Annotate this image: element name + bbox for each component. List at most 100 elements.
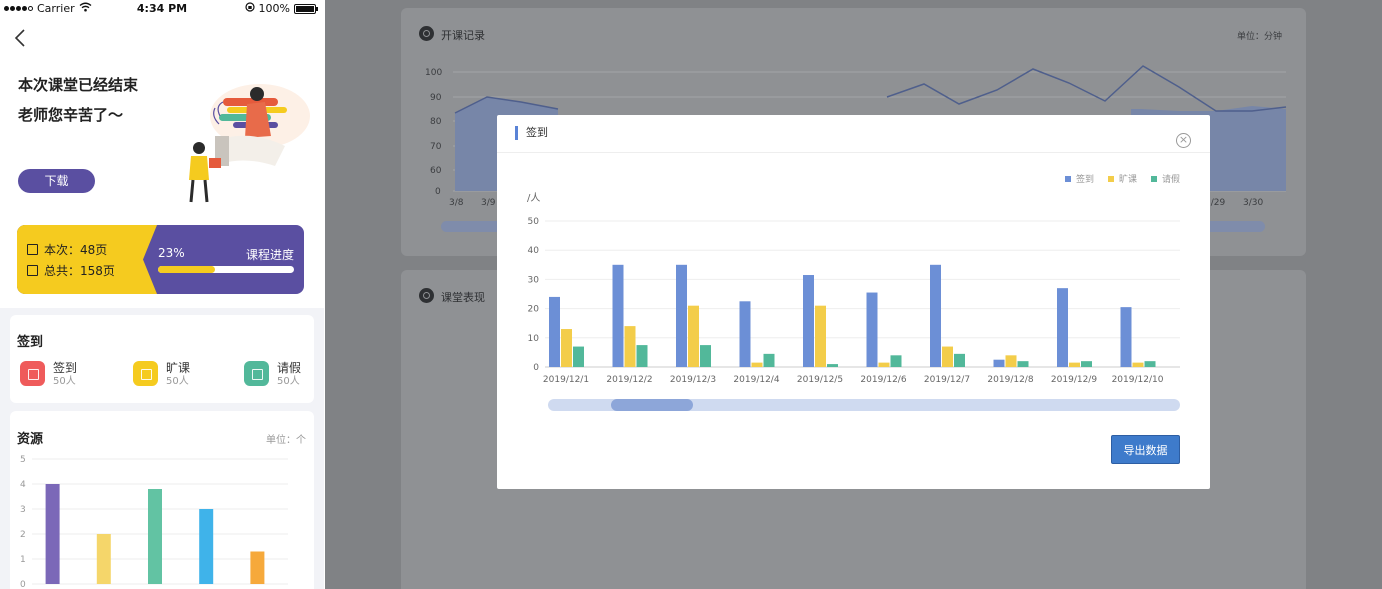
legend-label: 签到: [1075, 175, 1094, 185]
resource-bar[interactable]: [148, 489, 162, 584]
progress-label: 课程进度: [245, 248, 294, 262]
close-icon[interactable]: ×: [1176, 133, 1191, 148]
bar-absent[interactable]: [1069, 362, 1080, 367]
modal-header: 签到: [497, 115, 1210, 153]
attendance-item-leave[interactable]: 请假 50人: [244, 361, 301, 389]
y-tick-label: 4: [20, 480, 26, 490]
exit-icon: [27, 244, 38, 255]
bar-absent[interactable]: [624, 326, 636, 367]
x-tick-label: 2019/12/9: [1051, 375, 1097, 385]
y-tick-label: 1: [20, 555, 26, 565]
y-axis-label: /人: [527, 192, 540, 204]
bar-checkin[interactable]: [803, 275, 814, 367]
performance-icon: [419, 288, 434, 303]
course-progress-card: 本次：48页 总共：158页 23% 课程进度: [17, 225, 304, 294]
export-data-button[interactable]: 导出数据: [1111, 435, 1180, 464]
legend-item-leave[interactable]: 请假: [1150, 172, 1180, 185]
current-pages-text: 本次：48页: [44, 243, 108, 257]
bar-checkin[interactable]: [930, 264, 941, 367]
attendance-item-count: 50人: [277, 376, 300, 387]
legend-label: 请假: [1161, 175, 1180, 185]
attendance-item-label: 旷课: [166, 361, 191, 375]
resource-bar[interactable]: [45, 484, 60, 584]
legend-item-absent[interactable]: 旷课: [1107, 172, 1137, 185]
hero-title-line1: 本次课堂已经结束: [18, 76, 139, 94]
resources-bar-chart: 0 1 2 3 4 5: [20, 455, 288, 589]
x-tick-label: 2019/12/10: [1112, 375, 1164, 385]
bar-absent[interactable]: [1005, 355, 1017, 367]
resource-bar[interactable]: [250, 551, 265, 585]
bar-checkin[interactable]: [993, 359, 1005, 367]
bar-leave[interactable]: [1081, 361, 1092, 367]
svg-text:3/30: 3/30: [1243, 198, 1263, 208]
progress-percent: 23%: [158, 246, 185, 260]
signal-icon: [4, 6, 33, 11]
x-tick-label: 2019/12/8: [987, 375, 1033, 385]
bar-checkin[interactable]: [549, 296, 560, 367]
y-tick-label: 0: [533, 363, 539, 373]
attendance-item-label: 请假: [277, 361, 302, 375]
x-tick-label: 2019/12/5: [797, 375, 843, 385]
bar-absent[interactable]: [1132, 362, 1144, 367]
svg-text:60: 60: [430, 166, 442, 176]
bar-leave[interactable]: [1144, 361, 1156, 367]
attendance-item-checkin[interactable]: 签到 50人: [20, 361, 77, 389]
bar-leave[interactable]: [573, 346, 584, 367]
y-tick-label: 10: [528, 334, 540, 344]
battery-icon: [294, 3, 318, 14]
bar-absent[interactable]: [688, 305, 699, 367]
attendance-item-absent[interactable]: 旷课 50人: [133, 361, 190, 389]
total-pages: 总共：158页: [27, 262, 115, 279]
legend-label: 旷课: [1118, 175, 1137, 185]
resource-bar[interactable]: [96, 534, 111, 584]
progress-bar-fill: [158, 266, 216, 273]
bar-checkin[interactable]: [1120, 307, 1132, 367]
svg-text:90: 90: [430, 93, 442, 103]
bar-absent[interactable]: [942, 346, 953, 367]
bar-leave[interactable]: [890, 355, 902, 367]
bar-absent[interactable]: [815, 305, 826, 367]
bar-absent[interactable]: [878, 362, 890, 367]
attendance-card: 签到 签到 50人 旷课 50人 请假 50人: [10, 315, 314, 403]
y-tick-label: 2: [20, 530, 26, 540]
download-button[interactable]: 下载: [18, 169, 95, 193]
bar-checkin[interactable]: [612, 264, 624, 367]
orientation-lock-icon: [244, 2, 255, 15]
x-tick-label: 2019/12/7: [924, 375, 970, 385]
bar-leave[interactable]: [636, 345, 648, 367]
back-icon[interactable]: [14, 28, 26, 52]
teacher-illustration: [175, 76, 315, 206]
legend-item-checkin[interactable]: 签到: [1064, 172, 1094, 185]
bar-leave[interactable]: [700, 345, 711, 367]
bar-checkin[interactable]: [676, 264, 687, 367]
battery-label: 100%: [258, 2, 290, 15]
svg-text:3/29: 3/29: [1205, 198, 1225, 208]
mobile-screen: Carrier 4:34 PM 100% 本次课堂已经结束 老师您辛苦了～ 下载: [0, 0, 324, 589]
bar-leave[interactable]: [1017, 361, 1029, 367]
x-tick-label: 2019/12/1: [543, 375, 589, 385]
bar-checkin[interactable]: [866, 292, 878, 367]
class-record-unit: 单位：分钟: [1236, 32, 1282, 42]
bar-leave[interactable]: [763, 353, 775, 367]
chart-legend: 签到 旷课 请假: [1064, 172, 1180, 185]
bar-leave[interactable]: [827, 364, 838, 367]
carrier-info: Carrier: [4, 2, 92, 15]
resource-bar[interactable]: [199, 509, 214, 584]
status-bar: Carrier 4:34 PM 100%: [0, 0, 324, 18]
checkin-modal: 签到 × 签到 旷课 请假 /人 0 10 20 30 40 50 2019/12/1 2019…: [497, 115, 1210, 489]
y-tick-label: 50: [528, 217, 540, 227]
bar-checkin[interactable]: [1057, 288, 1068, 367]
svg-text:0: 0: [435, 187, 441, 197]
bar-leave[interactable]: [954, 353, 965, 367]
bar-absent[interactable]: [751, 362, 763, 367]
leave-icon: [244, 361, 269, 386]
chart-zoom-slider[interactable]: [548, 399, 1180, 411]
attendance-item-count: 50人: [166, 376, 189, 387]
zoom-slider-handle[interactable]: [611, 399, 694, 411]
bar-checkin[interactable]: [739, 301, 751, 367]
checkin-icon: [20, 361, 45, 386]
y-tick-label: 20: [528, 305, 540, 315]
bar-absent[interactable]: [561, 329, 572, 367]
current-pages: 本次：48页: [27, 241, 107, 258]
carrier-label: Carrier: [37, 2, 75, 15]
